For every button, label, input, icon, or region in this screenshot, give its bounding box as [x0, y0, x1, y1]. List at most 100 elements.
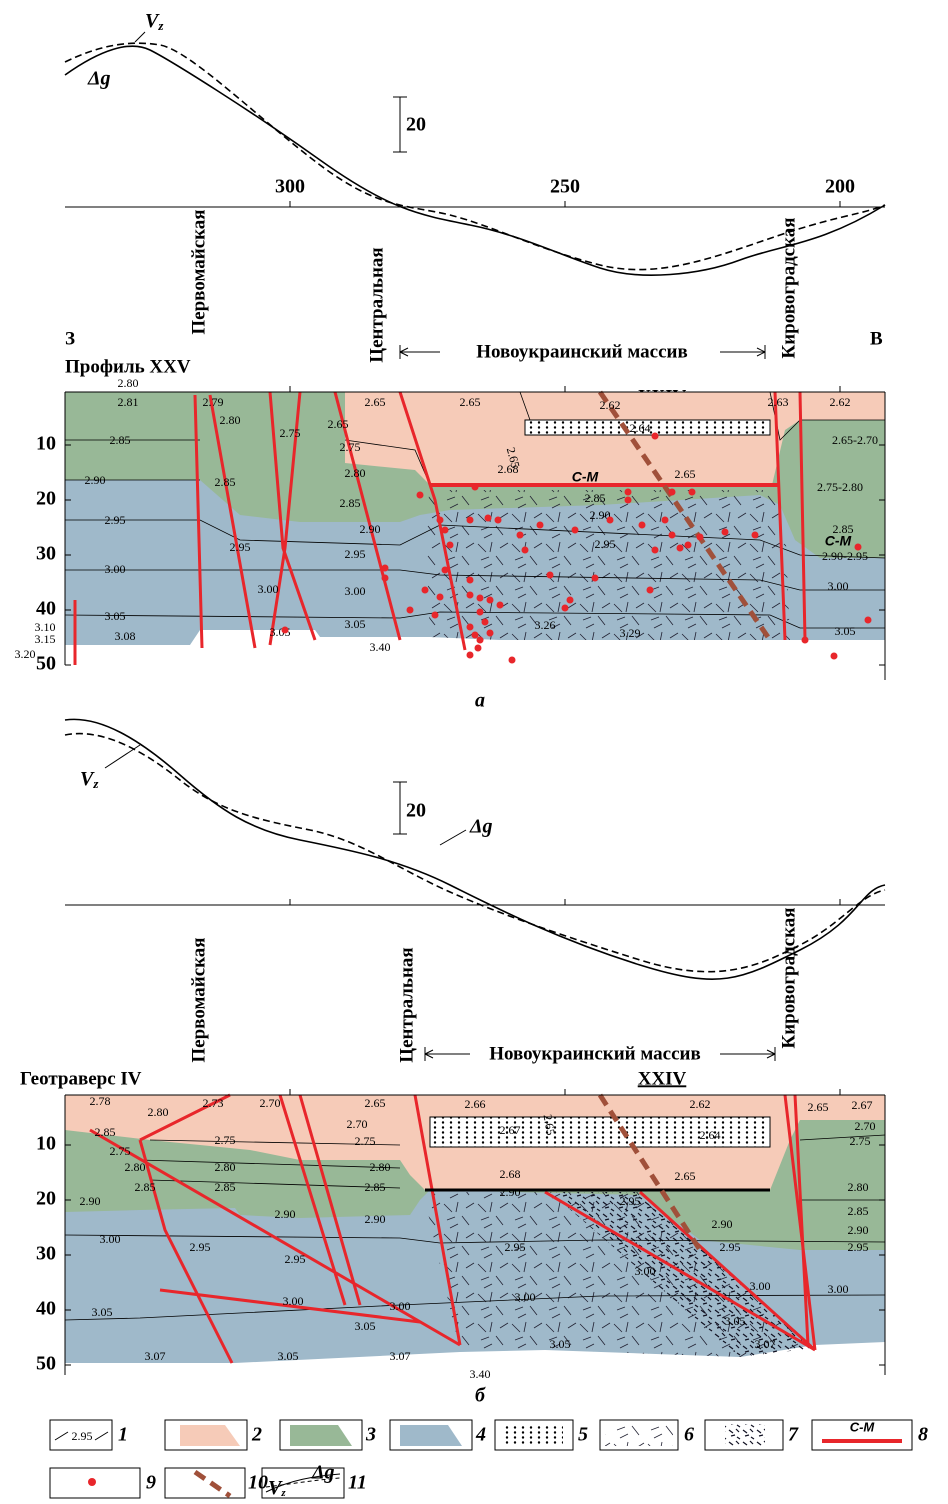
density-label: 2.80 [220, 413, 241, 427]
density-label: 2.90 [848, 1223, 869, 1237]
density-label: 2.90 [500, 1185, 521, 1199]
red-point [431, 611, 439, 619]
density-label: 2.66 [465, 1097, 486, 1111]
layer-pink [345, 392, 885, 485]
density-label: 2.65 [541, 1113, 558, 1136]
vz-subscript: z [280, 1487, 286, 1499]
red-point [651, 546, 659, 554]
red-point [624, 488, 632, 496]
density-label: 2.75 [110, 1144, 131, 1158]
legend-curve [265, 1477, 341, 1488]
profile-tick-label: 250 [550, 176, 580, 198]
depth-tick-label: 30 [36, 543, 56, 565]
density-label: 2.79 [203, 395, 224, 409]
density-label: 2.95 [848, 1240, 869, 1254]
section-b: 20 Vz Δg Первомайская Центральная Кирово… [20, 718, 886, 1407]
depth-tick-label: 10 [36, 1133, 56, 1155]
massif-arrow [424, 1047, 776, 1061]
legend-number: 9 [146, 1472, 156, 1494]
red-point [668, 488, 676, 496]
red-point [516, 531, 524, 539]
density-label: 2.90 [85, 473, 106, 487]
red-point [688, 488, 696, 496]
density-label: 2.78 [90, 1094, 111, 1108]
legend-box [49, 1467, 141, 1499]
density-label: 2.75-2.80 [817, 480, 863, 494]
section-label: а [475, 690, 485, 712]
red-point [801, 636, 809, 644]
density-label: 2.62 [690, 1097, 711, 1111]
legend: 2.95 С-М Vz Δg 1 2 3 4 5 6 7 8 9 10 11 [49, 1419, 928, 1499]
section-a: 20 Vz Δg Первомайская Центральная Кирово… [15, 10, 886, 712]
density-label: 2.62 [830, 395, 851, 409]
red-point [591, 574, 599, 582]
density-label: 3.08 [115, 629, 136, 643]
density-label: 3.00 [635, 1264, 656, 1278]
profile-tick-label: 200 [825, 176, 855, 198]
red-point [606, 516, 614, 524]
profile-tick-label: 300 [275, 176, 305, 198]
red-point [830, 652, 838, 660]
density-label: 3.00 [105, 562, 126, 576]
density-label: 3.05 [105, 609, 126, 623]
density-label: 3.00 [100, 1232, 121, 1246]
profile-title: Геотраверс IV [20, 1068, 142, 1089]
legend-number: 10 [248, 1472, 268, 1494]
vz-curve [64, 42, 886, 271]
density-label: 2.85 [365, 1180, 386, 1194]
density-label: 2.90 [590, 508, 611, 522]
legend-vz: Vz [268, 1477, 286, 1499]
density-label: 2.75 [280, 426, 301, 440]
red-point [496, 601, 504, 609]
density-label: 2.64 [630, 421, 651, 435]
legend-green [290, 1425, 352, 1446]
red-point [494, 516, 502, 524]
legend-brown [193, 1469, 232, 1499]
legend-number: 5 [578, 1424, 588, 1446]
density-label: 2.73 [203, 1096, 224, 1110]
depth-tick-label: 30 [36, 1243, 56, 1265]
red-point [696, 533, 704, 541]
legend-pink [180, 1425, 240, 1446]
density-label: 2.62 [600, 398, 621, 412]
dg-label: Δg [469, 816, 493, 838]
red-point [476, 594, 484, 602]
red-point [476, 608, 484, 616]
red-point [854, 543, 862, 551]
density-label: 2.70 [347, 1117, 368, 1131]
density-label: 3.07 [390, 1349, 411, 1363]
depth-tick-label: 10 [36, 433, 56, 455]
well-label: Первомайская [188, 209, 209, 334]
dotted-band-fill [430, 1117, 770, 1147]
legend-blue [400, 1425, 462, 1446]
red-point [484, 514, 492, 522]
density-label: 2.65 [808, 1100, 829, 1114]
red-point [481, 618, 489, 626]
legend-sample: 2.95 [72, 1429, 93, 1443]
red-point [466, 576, 474, 584]
red-point [446, 541, 454, 549]
cm-label: С-М [825, 533, 852, 549]
red-point [566, 596, 574, 604]
density-label: 3.29 [620, 626, 641, 640]
profile-title: Профиль XXV [65, 356, 191, 377]
red-point [684, 541, 692, 549]
legend-box [261, 1467, 345, 1499]
density-label: 2.85 [215, 475, 236, 489]
dotted-band-fill [525, 420, 770, 435]
west-label: З [65, 328, 75, 349]
red-point [661, 516, 669, 524]
legend-dot [88, 1478, 96, 1486]
density-label: 2.67 [500, 1123, 521, 1137]
brown-fault [597, 1093, 703, 1252]
density-label: 2.63 [768, 395, 789, 409]
red-point [751, 531, 759, 539]
density-label: 2.65 [675, 1169, 696, 1183]
red-point [474, 644, 482, 652]
legend-number: 8 [918, 1424, 928, 1446]
density-label: 2.68 [500, 1167, 521, 1181]
legend-number: 2 [251, 1424, 262, 1446]
well-label: Кировоградская [778, 217, 799, 358]
red-point [466, 623, 474, 631]
density-label: 2.80 [848, 1180, 869, 1194]
